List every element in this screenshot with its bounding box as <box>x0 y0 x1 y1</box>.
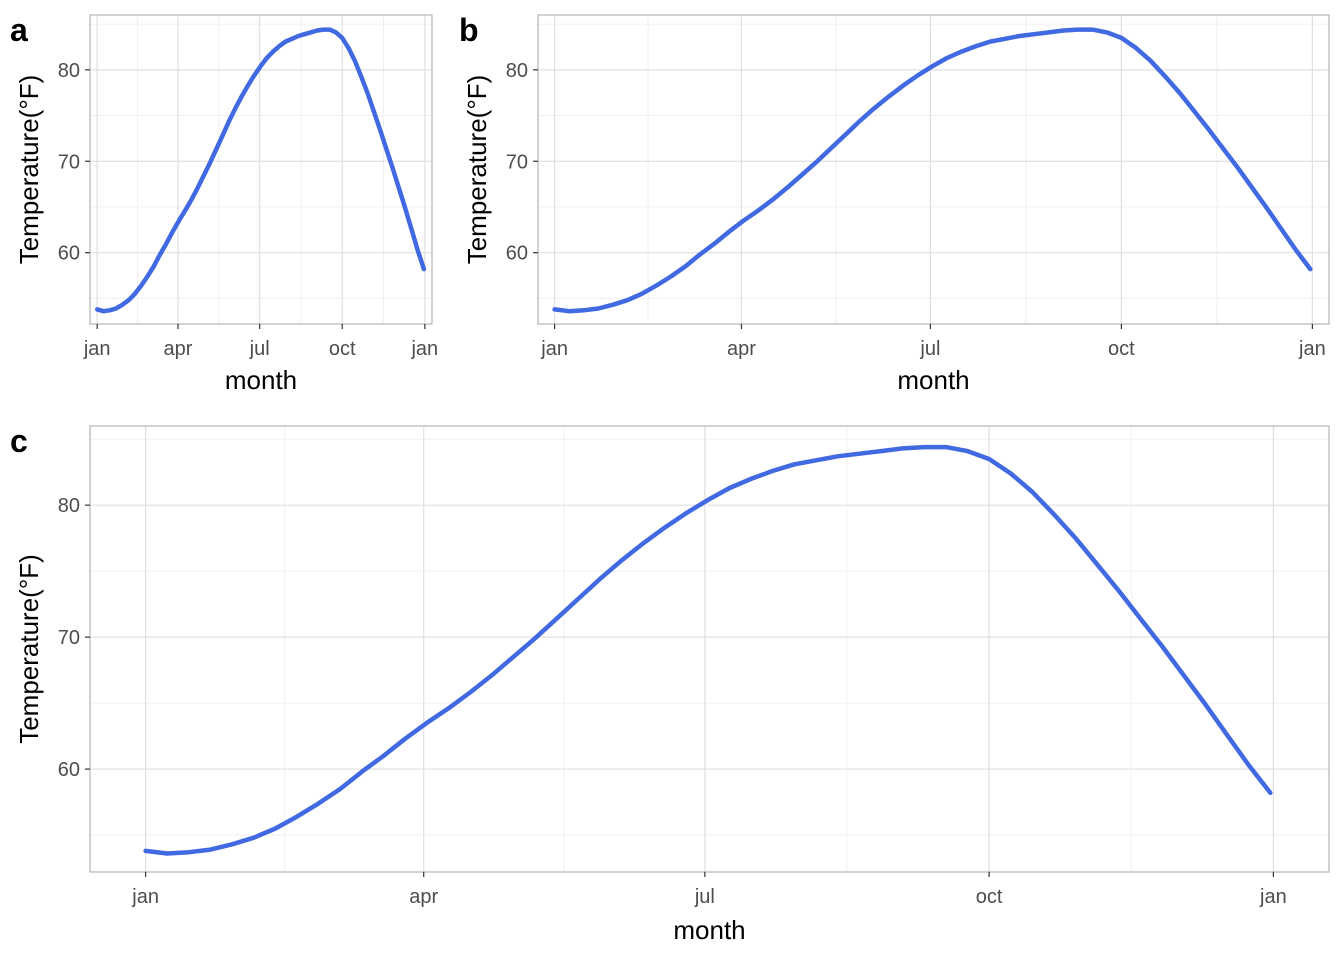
x-tick-label-b: jan <box>540 338 568 360</box>
panel-border-c <box>89 425 1330 873</box>
plot-area-b <box>538 15 1329 324</box>
x-tick-label-a: apr <box>164 338 193 360</box>
x-tick-label-c: jan <box>131 886 159 908</box>
x-tick-label-b: jan <box>1298 338 1326 360</box>
x-tick-label-a: jul <box>249 338 270 360</box>
panel-tag-b: b <box>459 12 479 48</box>
panel-tag-a: a <box>10 12 28 48</box>
panel-border-a <box>89 14 433 325</box>
plot-area-c <box>90 426 1329 872</box>
chart-panel-b: 60 70 80 jan apr jul oct jan month Temperature(°F… <box>462 14 1330 395</box>
x-tick-label-a: jan <box>410 338 438 360</box>
x-tick-label-b: oct <box>1108 338 1135 360</box>
chart-panel-c: 60 70 80 jan apr jul oct jan month Temperature(°F… <box>14 425 1330 945</box>
x-tick-label-a: oct <box>329 338 356 360</box>
y-tick-label-a: 70 <box>58 151 80 173</box>
x-tick-label-c: oct <box>976 886 1003 908</box>
y-tick-label-c: 80 <box>58 495 80 517</box>
temperature-line-c <box>143 444 1273 856</box>
x-tick-label-b: apr <box>727 338 756 360</box>
x-tick-label-a: jan <box>83 338 111 360</box>
y-tick-label-b: 70 <box>506 151 528 173</box>
x-tick-label-b: jul <box>919 338 940 360</box>
chart-panel-a: 60 70 80 jan apr jul oct jan month Temperature(°F… <box>14 14 438 395</box>
y-tick-label-c: 70 <box>58 627 80 649</box>
y-tick-label-c: 60 <box>58 759 80 781</box>
y-axis-title-a: Temperature(°F) <box>14 75 44 265</box>
x-tick-label-c: apr <box>409 886 438 908</box>
panel-border-b <box>537 14 1330 325</box>
y-tick-label-a: 60 <box>58 243 80 265</box>
y-axis-title-c: Temperature(°F) <box>14 554 44 744</box>
plot-area-a <box>90 15 432 324</box>
y-tick-label-b: 80 <box>506 60 528 82</box>
x-axis-title-c: month <box>673 915 745 945</box>
x-tick-label-c: jul <box>694 886 715 908</box>
x-axis-title-a: month <box>225 365 297 395</box>
y-axis-title-b: Temperature(°F) <box>462 75 492 265</box>
y-tick-label-b: 60 <box>506 243 528 265</box>
temperature-line-b <box>552 27 1313 314</box>
temperature-line-a <box>94 27 427 314</box>
x-axis-title-b: month <box>897 365 969 395</box>
x-tick-label-c: jan <box>1259 886 1287 908</box>
panel-tag-c: c <box>10 423 28 459</box>
y-tick-label-a: 80 <box>58 60 80 82</box>
